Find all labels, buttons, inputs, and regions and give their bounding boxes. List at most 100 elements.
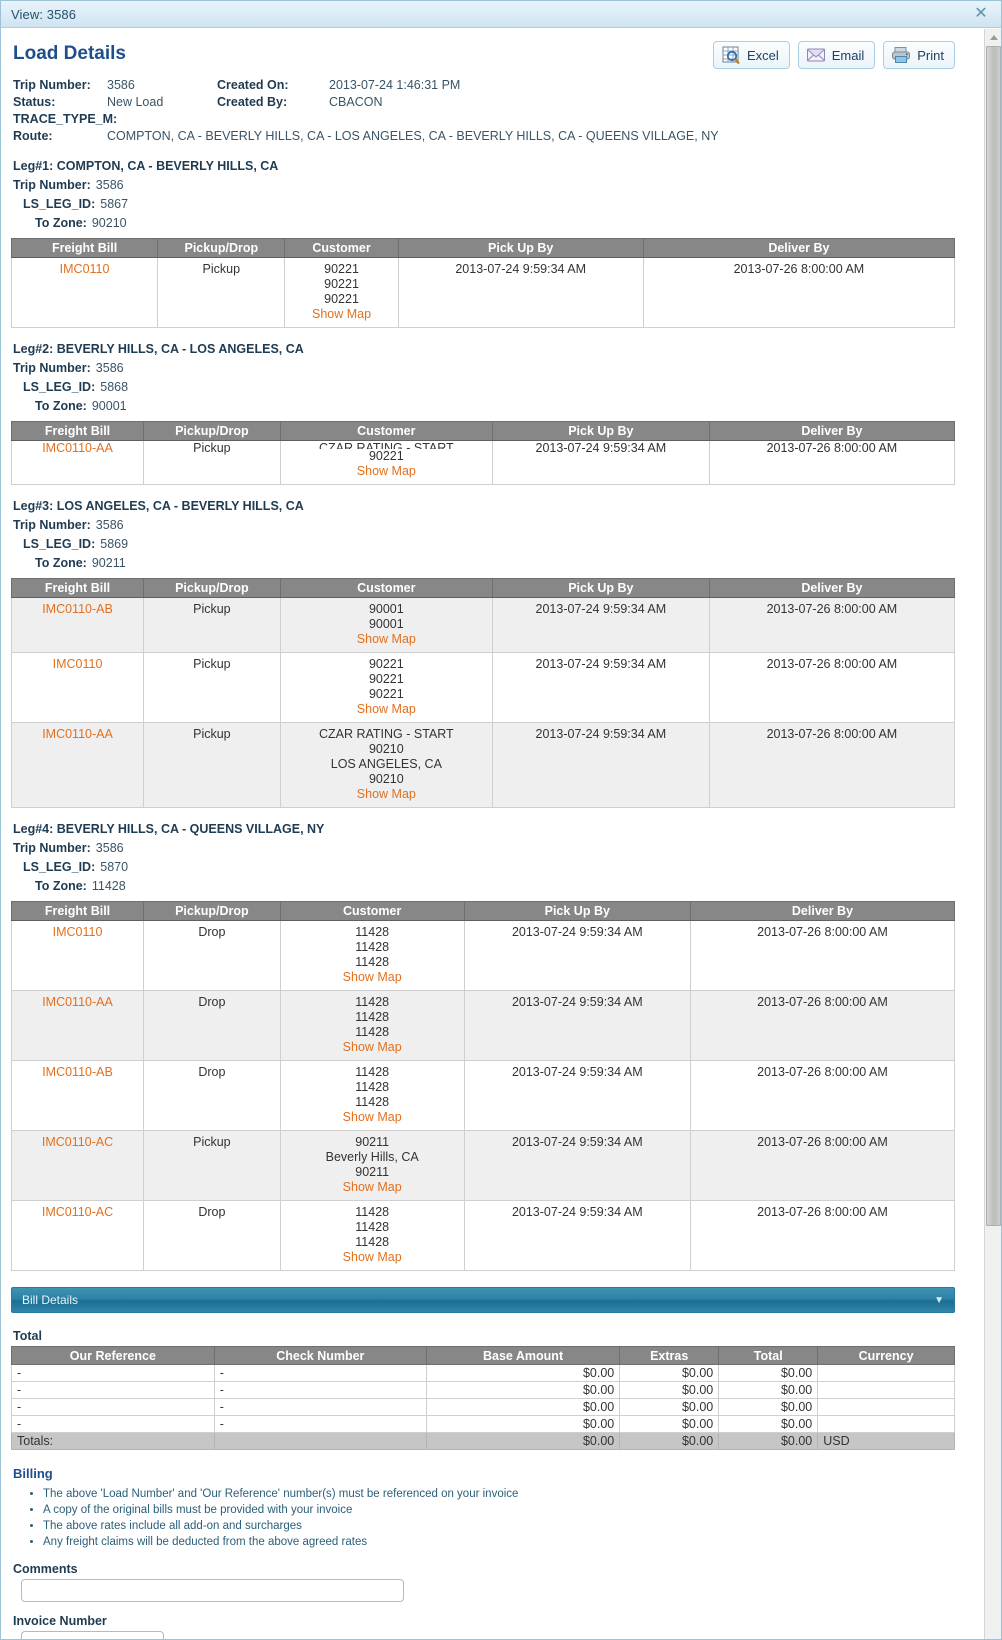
toolbar: Excel Email: [712, 41, 955, 69]
show-map-link[interactable]: Show Map: [342, 1110, 402, 1124]
customer-line: 90221: [368, 672, 404, 686]
cell-pick-up-by: 2013-07-24 9:59:34 AM: [463, 920, 691, 991]
window-titlebar: View: 3586 ✕: [1, 1, 1001, 28]
scroll-up-arrow-icon[interactable]: [985, 29, 1001, 46]
leg-ls-leg-id-value: 5870: [100, 860, 129, 874]
column-header-freight-bill: Freight Bill: [10, 238, 159, 258]
cell-customer: 11428 11428 11428 Show Map: [279, 920, 465, 991]
totals-cell: $0.00: [718, 1398, 819, 1416]
summary-row-trip: Trip Number: 3586 Created On: 2013-07-24…: [13, 77, 955, 94]
cell-freight-bill: IMC0110-AA: [10, 440, 145, 485]
freight-bill-link[interactable]: IMC0110-AA: [42, 995, 113, 1009]
excel-button[interactable]: Excel: [712, 41, 790, 69]
invoice-number-input[interactable]: [21, 1631, 164, 1639]
cell-pick-up-by: 2013-07-24 9:59:34 AM: [491, 440, 710, 485]
freight-bill-link[interactable]: IMC0110: [52, 925, 103, 939]
leg-section: Leg#1: COMPTON, CA - BEVERLY HILLS, CA Tr…: [10, 159, 956, 328]
freight-bill-link[interactable]: IMC0110-AA: [42, 441, 113, 455]
leg-title: Leg#3: LOS ANGELES, CA - BEVERLY HILLS, …: [13, 499, 304, 513]
leg-to-zone-value: 90211: [91, 556, 126, 570]
cell-deliver-by: 2013-07-26 8:00:00 AM: [689, 1130, 956, 1201]
show-map-link[interactable]: Show Map: [356, 787, 416, 801]
customer-line: 90221: [324, 277, 359, 291]
totals-column-header-base-amount: Base Amount: [425, 1346, 621, 1365]
leg-to-zone-row: To Zone: 90211: [35, 554, 955, 573]
leg-to-zone-row: To Zone: 90210: [35, 214, 955, 233]
totals-summary-cell: $0.00: [425, 1432, 621, 1450]
totals-cell: -: [11, 1364, 215, 1382]
leg-ls-leg-id-label: LS_LEG_ID:: [23, 197, 96, 211]
leg-to-zone-label: To Zone:: [35, 399, 87, 413]
cell-customer: 11428 11428 11428 Show Map: [279, 990, 465, 1061]
cell-freight-bill: IMC0110-AC: [10, 1200, 145, 1271]
leg-to-zone-label: To Zone:: [35, 216, 87, 230]
cell-pickup-drop: Drop: [143, 1060, 281, 1131]
show-map-link[interactable]: Show Map: [312, 307, 372, 321]
leg-trip-number-row: Trip Number: 3586: [13, 359, 955, 378]
freight-bill-link[interactable]: IMC0110-AA: [42, 727, 113, 741]
cell-freight-bill: IMC0110-AA: [10, 990, 145, 1061]
customer-line: 90001: [368, 617, 404, 631]
trace-type-label: TRACE_TYPE_M:: [13, 112, 118, 126]
customer-line: 11428: [355, 1080, 390, 1094]
freight-bill-link[interactable]: IMC0110-AC: [41, 1205, 114, 1219]
totals-cell: -: [11, 1398, 215, 1416]
cell-deliver-by: 2013-07-26 8:00:00 AM: [689, 990, 956, 1061]
leg-ls-leg-id-value: 5869: [100, 537, 129, 551]
freight-bill-link[interactable]: IMC0110-AC: [41, 1135, 114, 1149]
totals-cell: -: [11, 1415, 215, 1433]
leg-to-zone-value: 90210: [91, 216, 127, 230]
email-button[interactable]: Email: [797, 41, 876, 69]
close-icon[interactable]: ✕: [974, 5, 988, 22]
show-map-link[interactable]: Show Map: [356, 702, 416, 716]
cell-pick-up-by: 2013-07-24 9:59:34 AM: [491, 652, 710, 723]
scrollbar-thumb[interactable]: [986, 46, 1001, 1226]
cell-customer: 90221 90221 90221 Show Map: [279, 652, 493, 723]
created-by-value: CBACON: [329, 95, 383, 109]
totals-table: Our Reference Check Number Base Amount Extr…: [11, 1346, 955, 1450]
show-map-link[interactable]: Show Map: [342, 1040, 402, 1054]
totals-cell: $0.00: [718, 1381, 819, 1399]
totals-body: - - $0.00 $0.00 $0.00- - $0.00 $0.00 $0.00- - $0.0…: [11, 1364, 955, 1450]
chevron-down-icon[interactable]: ▼: [934, 1294, 944, 1306]
cell-pick-up-by: 2013-07-24 9:59:34 AM: [463, 1200, 691, 1271]
totals-cell: $0.00: [619, 1415, 720, 1433]
table-row: IMC0110-AB Pickup 90001 90001 Show Map 2013-0…: [10, 597, 956, 653]
invoice-number-label: Invoice Number: [13, 1614, 107, 1628]
freight-bill-link[interactable]: IMC0110: [52, 657, 103, 671]
vertical-scrollbar[interactable]: [984, 29, 1001, 1639]
print-button[interactable]: Print: [883, 41, 955, 69]
totals-row: - - $0.00 $0.00 $0.00: [11, 1364, 955, 1382]
column-header-deliver-by: Deliver By: [708, 578, 956, 598]
status-value: New Load: [107, 95, 164, 109]
comments-input[interactable]: [21, 1579, 404, 1602]
cell-deliver-by: 2013-07-26 8:00:00 AM: [689, 1200, 956, 1271]
freight-bill-link[interactable]: IMC0110: [59, 262, 110, 276]
cell-pickup-drop: Pickup: [143, 652, 281, 723]
bill-details-bar[interactable]: Bill Details ▼: [11, 1287, 955, 1313]
customer-line: 11428: [355, 1220, 390, 1234]
totals-cell: $0.00: [718, 1364, 819, 1382]
show-map-link[interactable]: Show Map: [356, 464, 416, 478]
column-header-pick-up-by: Pick Up By: [491, 578, 710, 598]
leg-freight-table: Freight Bill Pickup/Drop Customer Pick Up B…: [10, 421, 956, 485]
totals-cell: $0.00: [425, 1381, 621, 1399]
customer-line: 11428: [355, 925, 390, 939]
cell-pickup-drop: Drop: [143, 920, 281, 991]
show-map-link[interactable]: Show Map: [356, 632, 416, 646]
show-map-link[interactable]: Show Map: [342, 1250, 402, 1264]
billing-list-item: The above rates include all add-on and s…: [43, 1519, 955, 1534]
freight-bill-link[interactable]: IMC0110-AB: [42, 1065, 113, 1079]
leg-ls-leg-id-label: LS_LEG_ID:: [23, 537, 96, 551]
column-header-deliver-by: Deliver By: [708, 421, 956, 441]
cell-deliver-by: 2013-07-26 8:00:00 AM: [642, 257, 956, 328]
show-map-link[interactable]: Show Map: [342, 1180, 402, 1194]
leg-to-zone-row: To Zone: 90001: [35, 397, 955, 416]
totals-cell: [817, 1415, 955, 1433]
cell-pick-up-by: 2013-07-24 9:59:34 AM: [491, 722, 710, 808]
freight-bill-link[interactable]: IMC0110-AB: [42, 602, 113, 616]
leg-to-zone-row: To Zone: 11428: [35, 877, 955, 896]
cell-deliver-by: 2013-07-26 8:00:00 AM: [708, 652, 956, 723]
show-map-link[interactable]: Show Map: [342, 970, 402, 984]
table-row: IMC0110 Drop 11428 11428 11428 Show Map 2013-0…: [10, 920, 956, 991]
